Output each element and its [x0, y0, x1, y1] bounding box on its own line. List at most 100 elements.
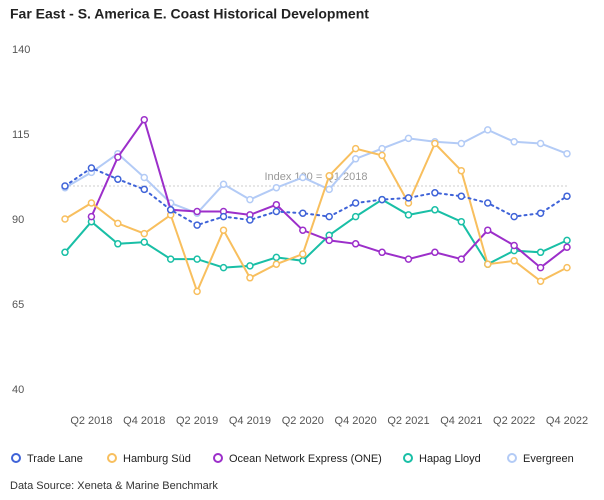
point	[272, 260, 281, 268]
y-tick-label: 90	[12, 214, 24, 226]
point	[87, 164, 96, 172]
legend-label: Evergreen	[523, 453, 574, 465]
point	[563, 236, 571, 245]
point	[457, 217, 466, 226]
y-tick-label: 40	[12, 384, 24, 396]
point	[457, 139, 466, 148]
x-tick-label: Q2 2019	[176, 415, 218, 427]
point	[299, 173, 307, 182]
point	[510, 241, 518, 250]
point	[510, 257, 518, 265]
x-tick-label: Q2 2021	[387, 415, 429, 427]
legend-marker	[213, 453, 223, 463]
legend-label: Hapag Lloyd	[419, 453, 481, 465]
point	[378, 248, 386, 257]
series-line	[90, 117, 568, 269]
point	[114, 153, 122, 161]
legend-label: Hamburg Süd	[123, 453, 191, 465]
series-line	[64, 128, 568, 215]
point	[140, 229, 149, 238]
point	[246, 195, 254, 204]
point	[378, 195, 386, 204]
x-tick-label: Q2 2020	[282, 415, 324, 427]
point	[351, 212, 360, 221]
point	[140, 115, 149, 124]
point	[483, 199, 492, 207]
x-tick-label: Q4 2020	[335, 415, 377, 427]
point	[483, 260, 492, 268]
point	[351, 155, 360, 163]
point	[114, 175, 122, 183]
point	[483, 126, 492, 134]
point	[219, 212, 228, 221]
point	[299, 209, 307, 217]
point	[299, 257, 307, 265]
point	[378, 144, 386, 153]
point	[325, 185, 333, 194]
point	[404, 255, 413, 263]
point	[193, 287, 201, 296]
point	[325, 172, 333, 180]
point	[378, 151, 386, 160]
y-tick-label: 140	[12, 44, 30, 56]
point	[510, 212, 518, 221]
point	[140, 238, 149, 246]
point	[299, 250, 307, 258]
x-tick-label: Q2 2018	[70, 415, 112, 427]
point	[536, 277, 545, 285]
point	[61, 248, 69, 257]
point	[114, 219, 122, 228]
point	[193, 221, 201, 229]
x-tick-label: Q4 2018	[123, 415, 165, 427]
source: Data Source: Xeneta & Marine Benchmark	[10, 480, 218, 492]
legend-label: Trade Lane	[27, 453, 83, 465]
point	[563, 263, 571, 272]
point	[536, 209, 545, 217]
x-tick-label: Q2 2022	[493, 415, 535, 427]
point	[457, 192, 466, 200]
point	[404, 211, 413, 219]
point	[536, 263, 545, 272]
point	[536, 248, 545, 257]
point	[563, 149, 571, 158]
point	[563, 192, 571, 200]
point	[166, 255, 175, 263]
point	[193, 207, 201, 216]
annotation: Index 100 = Q1 2018	[264, 171, 367, 183]
point	[246, 216, 254, 224]
point	[351, 144, 360, 153]
x-tick-label: Q4 2022	[546, 415, 588, 427]
point	[404, 134, 413, 143]
point	[457, 166, 466, 175]
legend-marker	[107, 453, 117, 463]
point	[457, 255, 466, 263]
series-line	[64, 141, 568, 295]
point	[563, 243, 571, 251]
point	[272, 253, 281, 262]
point	[431, 189, 439, 197]
point	[404, 194, 413, 202]
series-line	[64, 198, 568, 269]
point	[272, 200, 281, 209]
point	[193, 255, 201, 263]
point	[272, 207, 281, 216]
point	[140, 185, 149, 194]
point	[246, 262, 254, 270]
point	[272, 183, 281, 192]
point	[325, 212, 333, 221]
legend-marker	[403, 453, 413, 463]
point	[87, 212, 96, 221]
x-tick-label: Q4 2021	[440, 415, 482, 427]
legend-marker	[507, 453, 517, 463]
point	[166, 206, 175, 214]
chart-title: Far East - S. America E. Coast Historica…	[10, 6, 369, 22]
y-tick-label: 65	[12, 299, 24, 311]
point	[61, 215, 69, 223]
point	[510, 138, 518, 146]
point	[351, 199, 360, 207]
y-tick-label: 115	[12, 129, 30, 141]
point	[325, 236, 333, 245]
point	[114, 240, 122, 248]
point	[431, 206, 439, 214]
